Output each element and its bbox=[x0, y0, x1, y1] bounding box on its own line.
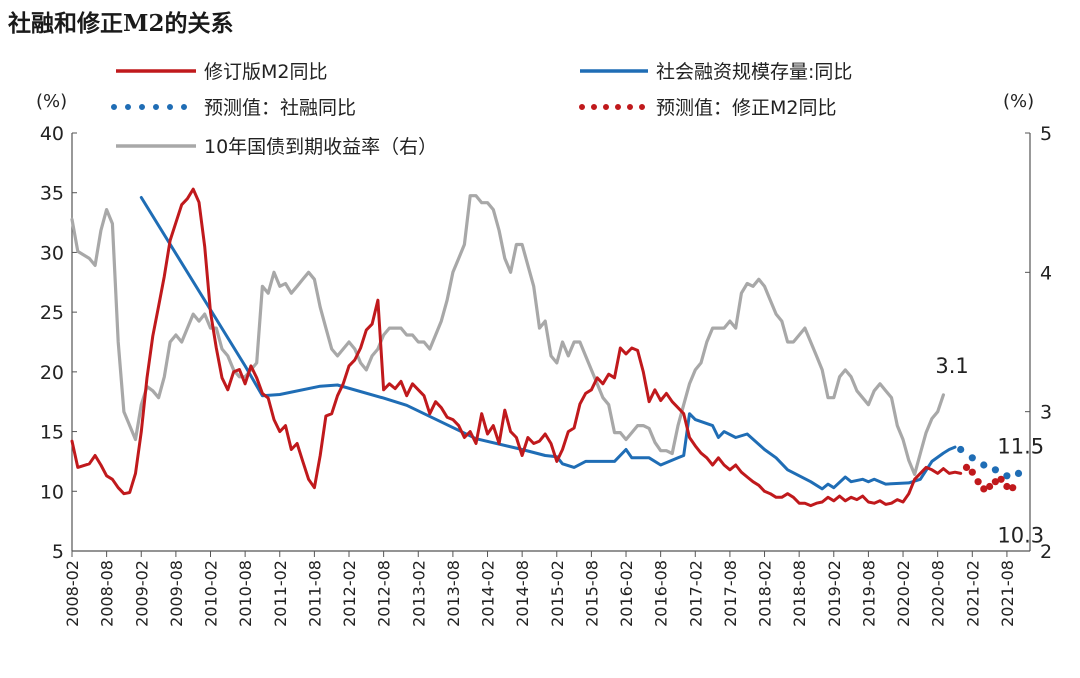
series-tsf-fc bbox=[957, 445, 1023, 480]
series-m2-fc-point bbox=[962, 463, 971, 471]
x-tick-label: 2017-02 bbox=[686, 560, 705, 627]
legend-label-tsf-fc: 预测值：社融同比 bbox=[204, 97, 356, 119]
annotation-label: 10.3 bbox=[997, 523, 1044, 547]
series-m2-fc-point bbox=[1009, 484, 1017, 492]
series-tsf-line bbox=[139, 196, 957, 491]
left-tick-label: 40 bbox=[40, 123, 64, 145]
left-tick-label: 35 bbox=[40, 183, 64, 205]
left-tick-label: 25 bbox=[40, 302, 64, 324]
series-m2-fc-point bbox=[968, 468, 976, 476]
series-m2-line bbox=[70, 187, 963, 508]
series-tsf-fc-point bbox=[1003, 472, 1011, 480]
right-tick-label: 2 bbox=[1040, 541, 1052, 563]
legend: 修订版M2同比 社会融资规模存量:同比 预测值：社融同比 预测值：修正M2同比 … bbox=[111, 61, 852, 158]
x-tick-label: 2013-02 bbox=[409, 560, 428, 627]
x-tick-label: 2008-02 bbox=[63, 560, 82, 627]
series-tsf-fc-point bbox=[1014, 469, 1023, 477]
legend-label-m2: 修订版M2同比 bbox=[204, 61, 327, 83]
x-tick-label: 2010-02 bbox=[202, 560, 221, 627]
x-tick-label: 2019-08 bbox=[859, 560, 878, 627]
series-tsf-fc-point bbox=[991, 466, 1000, 474]
x-tick-label: 2021-02 bbox=[963, 560, 982, 627]
right-axis-unit: (%) bbox=[1003, 91, 1034, 112]
annotations: 3.1 11.5 10.3 bbox=[935, 354, 1044, 547]
series-m2-fc-point bbox=[974, 478, 982, 486]
right-tick-label: 3 bbox=[1040, 402, 1052, 424]
x-tick-label: 2021-08 bbox=[998, 560, 1017, 627]
left-tick-label: 10 bbox=[40, 481, 64, 503]
series-m2-fc-point bbox=[997, 475, 1005, 483]
left-tick-label: 20 bbox=[40, 362, 64, 384]
annotation-label: 11.5 bbox=[997, 435, 1044, 459]
left-tick-label: 30 bbox=[40, 242, 64, 264]
x-tick-label: 2020-08 bbox=[929, 560, 948, 627]
series-tsf-fc-point bbox=[980, 461, 988, 469]
x-tick-label: 2015-02 bbox=[548, 560, 567, 627]
series-tsf-fc-point bbox=[968, 454, 976, 462]
left-tick-label: 5 bbox=[52, 541, 64, 563]
legend-label-m2-fc: 预测值：修正M2同比 bbox=[656, 97, 836, 119]
legend-label-bond: 10年国债到期收益率（右） bbox=[204, 136, 437, 158]
x-tick-label: 2018-02 bbox=[756, 560, 775, 627]
right-tick-label: 4 bbox=[1040, 262, 1052, 284]
chart-title: 社融和修正M2的关系 bbox=[8, 10, 233, 37]
x-tick-label: 2011-02 bbox=[271, 560, 290, 627]
x-tick-label: 2008-08 bbox=[98, 560, 117, 627]
x-tick-label: 2020-02 bbox=[894, 560, 913, 627]
x-tick-label: 2009-08 bbox=[167, 560, 186, 627]
x-tick-label: 2010-08 bbox=[236, 560, 255, 627]
x-tick-label: 2011-08 bbox=[305, 560, 324, 627]
annotation-label: 3.1 bbox=[935, 354, 968, 378]
series-tsf-fc-point bbox=[957, 445, 965, 454]
series-bond-line bbox=[70, 194, 945, 476]
series-m2-fc bbox=[962, 463, 1017, 493]
x-tick-label: 2012-08 bbox=[375, 560, 394, 627]
left-tick-label: 15 bbox=[40, 422, 64, 444]
series-m2-fc-point bbox=[986, 482, 994, 491]
x-tick-label: 2017-08 bbox=[721, 560, 740, 627]
x-tick-label: 2014-08 bbox=[513, 560, 532, 627]
x-tick-label: 2015-08 bbox=[582, 560, 601, 627]
x-tick-label: 2014-02 bbox=[479, 560, 498, 627]
x-tick-label: 2019-02 bbox=[825, 560, 844, 627]
series-m2-fc-point bbox=[980, 485, 988, 493]
x-tick-label: 2016-08 bbox=[652, 560, 671, 627]
x-tick-label: 2013-08 bbox=[444, 560, 463, 627]
x-tick-label: 2009-02 bbox=[132, 560, 151, 627]
x-tick-label: 2016-02 bbox=[617, 560, 636, 627]
series-layer bbox=[70, 187, 1023, 508]
series-m2-fc-point bbox=[1003, 482, 1011, 491]
series-m2-fc-point bbox=[991, 478, 1000, 486]
right-tick-label: 5 bbox=[1040, 123, 1052, 145]
x-tick-label: 2012-02 bbox=[340, 560, 359, 627]
legend-label-tsf: 社会融资规模存量:同比 bbox=[656, 61, 852, 83]
left-axis-unit: (%) bbox=[36, 91, 67, 112]
x-tick-label: 2018-08 bbox=[790, 560, 809, 627]
